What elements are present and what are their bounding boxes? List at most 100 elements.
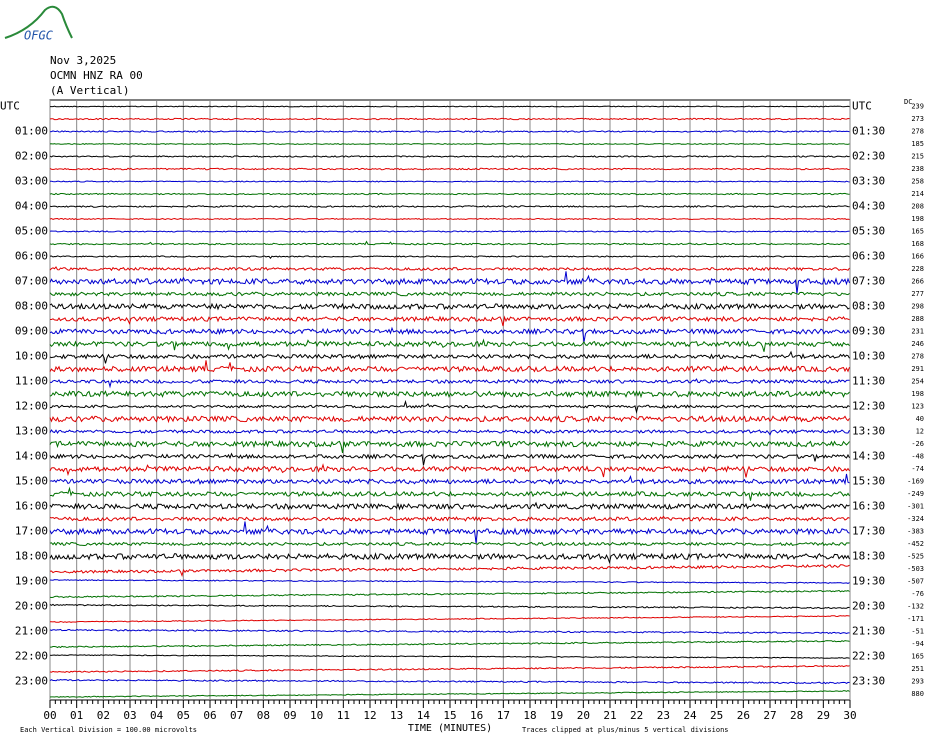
- trace: [49, 678, 850, 685]
- trace: [49, 541, 850, 547]
- dc-offset: -169: [907, 478, 924, 486]
- trace: [49, 463, 850, 478]
- trace: [49, 360, 850, 373]
- dc-offset: -525: [907, 553, 924, 561]
- time-label-left: 04:00: [15, 200, 48, 213]
- time-label-right: 21:30: [852, 625, 885, 638]
- dc-offset: 40: [916, 415, 924, 423]
- trace: [49, 291, 850, 297]
- component: (A Vertical): [50, 84, 129, 97]
- date: Nov 3,2025: [50, 54, 116, 67]
- time-label-left: 22:00: [15, 650, 48, 663]
- time-label-right: UTC: [852, 100, 872, 113]
- x-tick-label: 05: [177, 709, 190, 722]
- dc-offset: -132: [907, 603, 924, 611]
- time-label-right: 19:30: [852, 575, 885, 588]
- x-tick-label: 30: [843, 709, 856, 722]
- time-label-left: 11:00: [15, 375, 48, 388]
- trace: [49, 117, 850, 121]
- x-tick-label: 24: [683, 709, 697, 722]
- trace: [49, 552, 850, 565]
- trace: [49, 255, 850, 260]
- time-label-left: 16:00: [15, 500, 48, 513]
- trace: [49, 338, 850, 352]
- dc-offset: 278: [911, 128, 924, 136]
- dc-offset: 251: [911, 665, 924, 673]
- trace: [49, 654, 850, 659]
- x-tick-label: 21: [603, 709, 616, 722]
- time-label-right: 15:30: [852, 475, 885, 488]
- trace: [49, 564, 850, 577]
- dc-offset: -507: [907, 578, 924, 586]
- trace: [49, 439, 850, 453]
- dc-offset: 228: [911, 265, 924, 273]
- trace: [49, 240, 850, 246]
- time-label-right: 07:30: [852, 275, 885, 288]
- trace: [50, 315, 850, 327]
- x-axis-title: TIME (MINUTES): [408, 723, 492, 734]
- x-tick-label: 29: [817, 709, 830, 722]
- dc-offset: 238: [911, 165, 924, 173]
- logo: OFGC: [24, 29, 54, 43]
- x-tick-label: 10: [310, 709, 323, 722]
- x-tick-label: 03: [123, 709, 136, 722]
- time-label-right: 13:30: [852, 425, 885, 438]
- trace: [49, 155, 850, 158]
- dc-offset: 291: [911, 365, 924, 373]
- time-label-left: 20:00: [15, 600, 48, 613]
- trace: [49, 302, 850, 311]
- x-tick-label: 11: [337, 709, 350, 722]
- dc-offset: 231: [911, 328, 924, 336]
- time-label-right: 17:30: [852, 525, 885, 538]
- scale-note: Each Vertical Division = 100.00 microvol…: [20, 726, 197, 734]
- dc-offset: 208: [911, 203, 924, 211]
- trace: [49, 428, 850, 436]
- x-tick-label: 18: [523, 709, 536, 722]
- dc-offset: 198: [911, 215, 924, 223]
- time-label-right: 10:30: [852, 350, 885, 363]
- x-tick-label: 14: [417, 709, 431, 722]
- trace: [49, 350, 850, 364]
- dc-offset: 880: [911, 690, 924, 698]
- station: OCMN HNZ RA 00: [50, 69, 143, 82]
- x-tick-label: 28: [790, 709, 803, 722]
- trace: [49, 378, 850, 389]
- x-tick-label: 08: [257, 709, 270, 722]
- x-tick-label: 16: [470, 709, 483, 722]
- dc-offset: 277: [911, 290, 924, 298]
- time-label-right: 20:30: [852, 600, 885, 613]
- time-label-right: 04:30: [852, 200, 885, 213]
- dc-offset: 288: [911, 315, 924, 323]
- x-tick-label: 23: [657, 709, 670, 722]
- time-label-right: 18:30: [852, 550, 885, 563]
- dc-offset: 165: [911, 228, 924, 236]
- trace: [49, 665, 850, 673]
- dc-offset: 278: [911, 353, 924, 361]
- dc-offset: -76: [911, 590, 924, 598]
- dc-offset: -324: [907, 515, 924, 523]
- dc-offset: 12: [916, 428, 924, 436]
- dc-offset: -452: [907, 540, 924, 548]
- x-tick-label: 19: [550, 709, 563, 722]
- trace: [49, 230, 850, 233]
- dc-offset: 258: [911, 178, 924, 186]
- time-label-right: 16:30: [852, 500, 885, 513]
- time-label-left: 17:00: [15, 525, 48, 538]
- x-tick-label: 15: [443, 709, 456, 722]
- time-label-left: 12:00: [15, 400, 48, 413]
- time-label-right: 09:30: [852, 325, 885, 338]
- trace: [49, 521, 850, 543]
- time-label-left: 21:00: [15, 625, 48, 638]
- x-tick-label: 25: [710, 709, 723, 722]
- trace: [49, 603, 850, 610]
- dc-offset: -48: [911, 453, 924, 461]
- dc-offset: -94: [911, 640, 924, 648]
- x-tick-label: 26: [737, 709, 750, 722]
- time-label-left: 08:00: [15, 300, 48, 313]
- dc-offset: -51: [911, 628, 924, 636]
- x-tick-label: 09: [283, 709, 296, 722]
- dc-offset: -26: [911, 440, 924, 448]
- time-label-right: 23:30: [852, 675, 885, 688]
- dc-offset: 273: [911, 115, 924, 123]
- time-label-left: 14:00: [15, 450, 48, 463]
